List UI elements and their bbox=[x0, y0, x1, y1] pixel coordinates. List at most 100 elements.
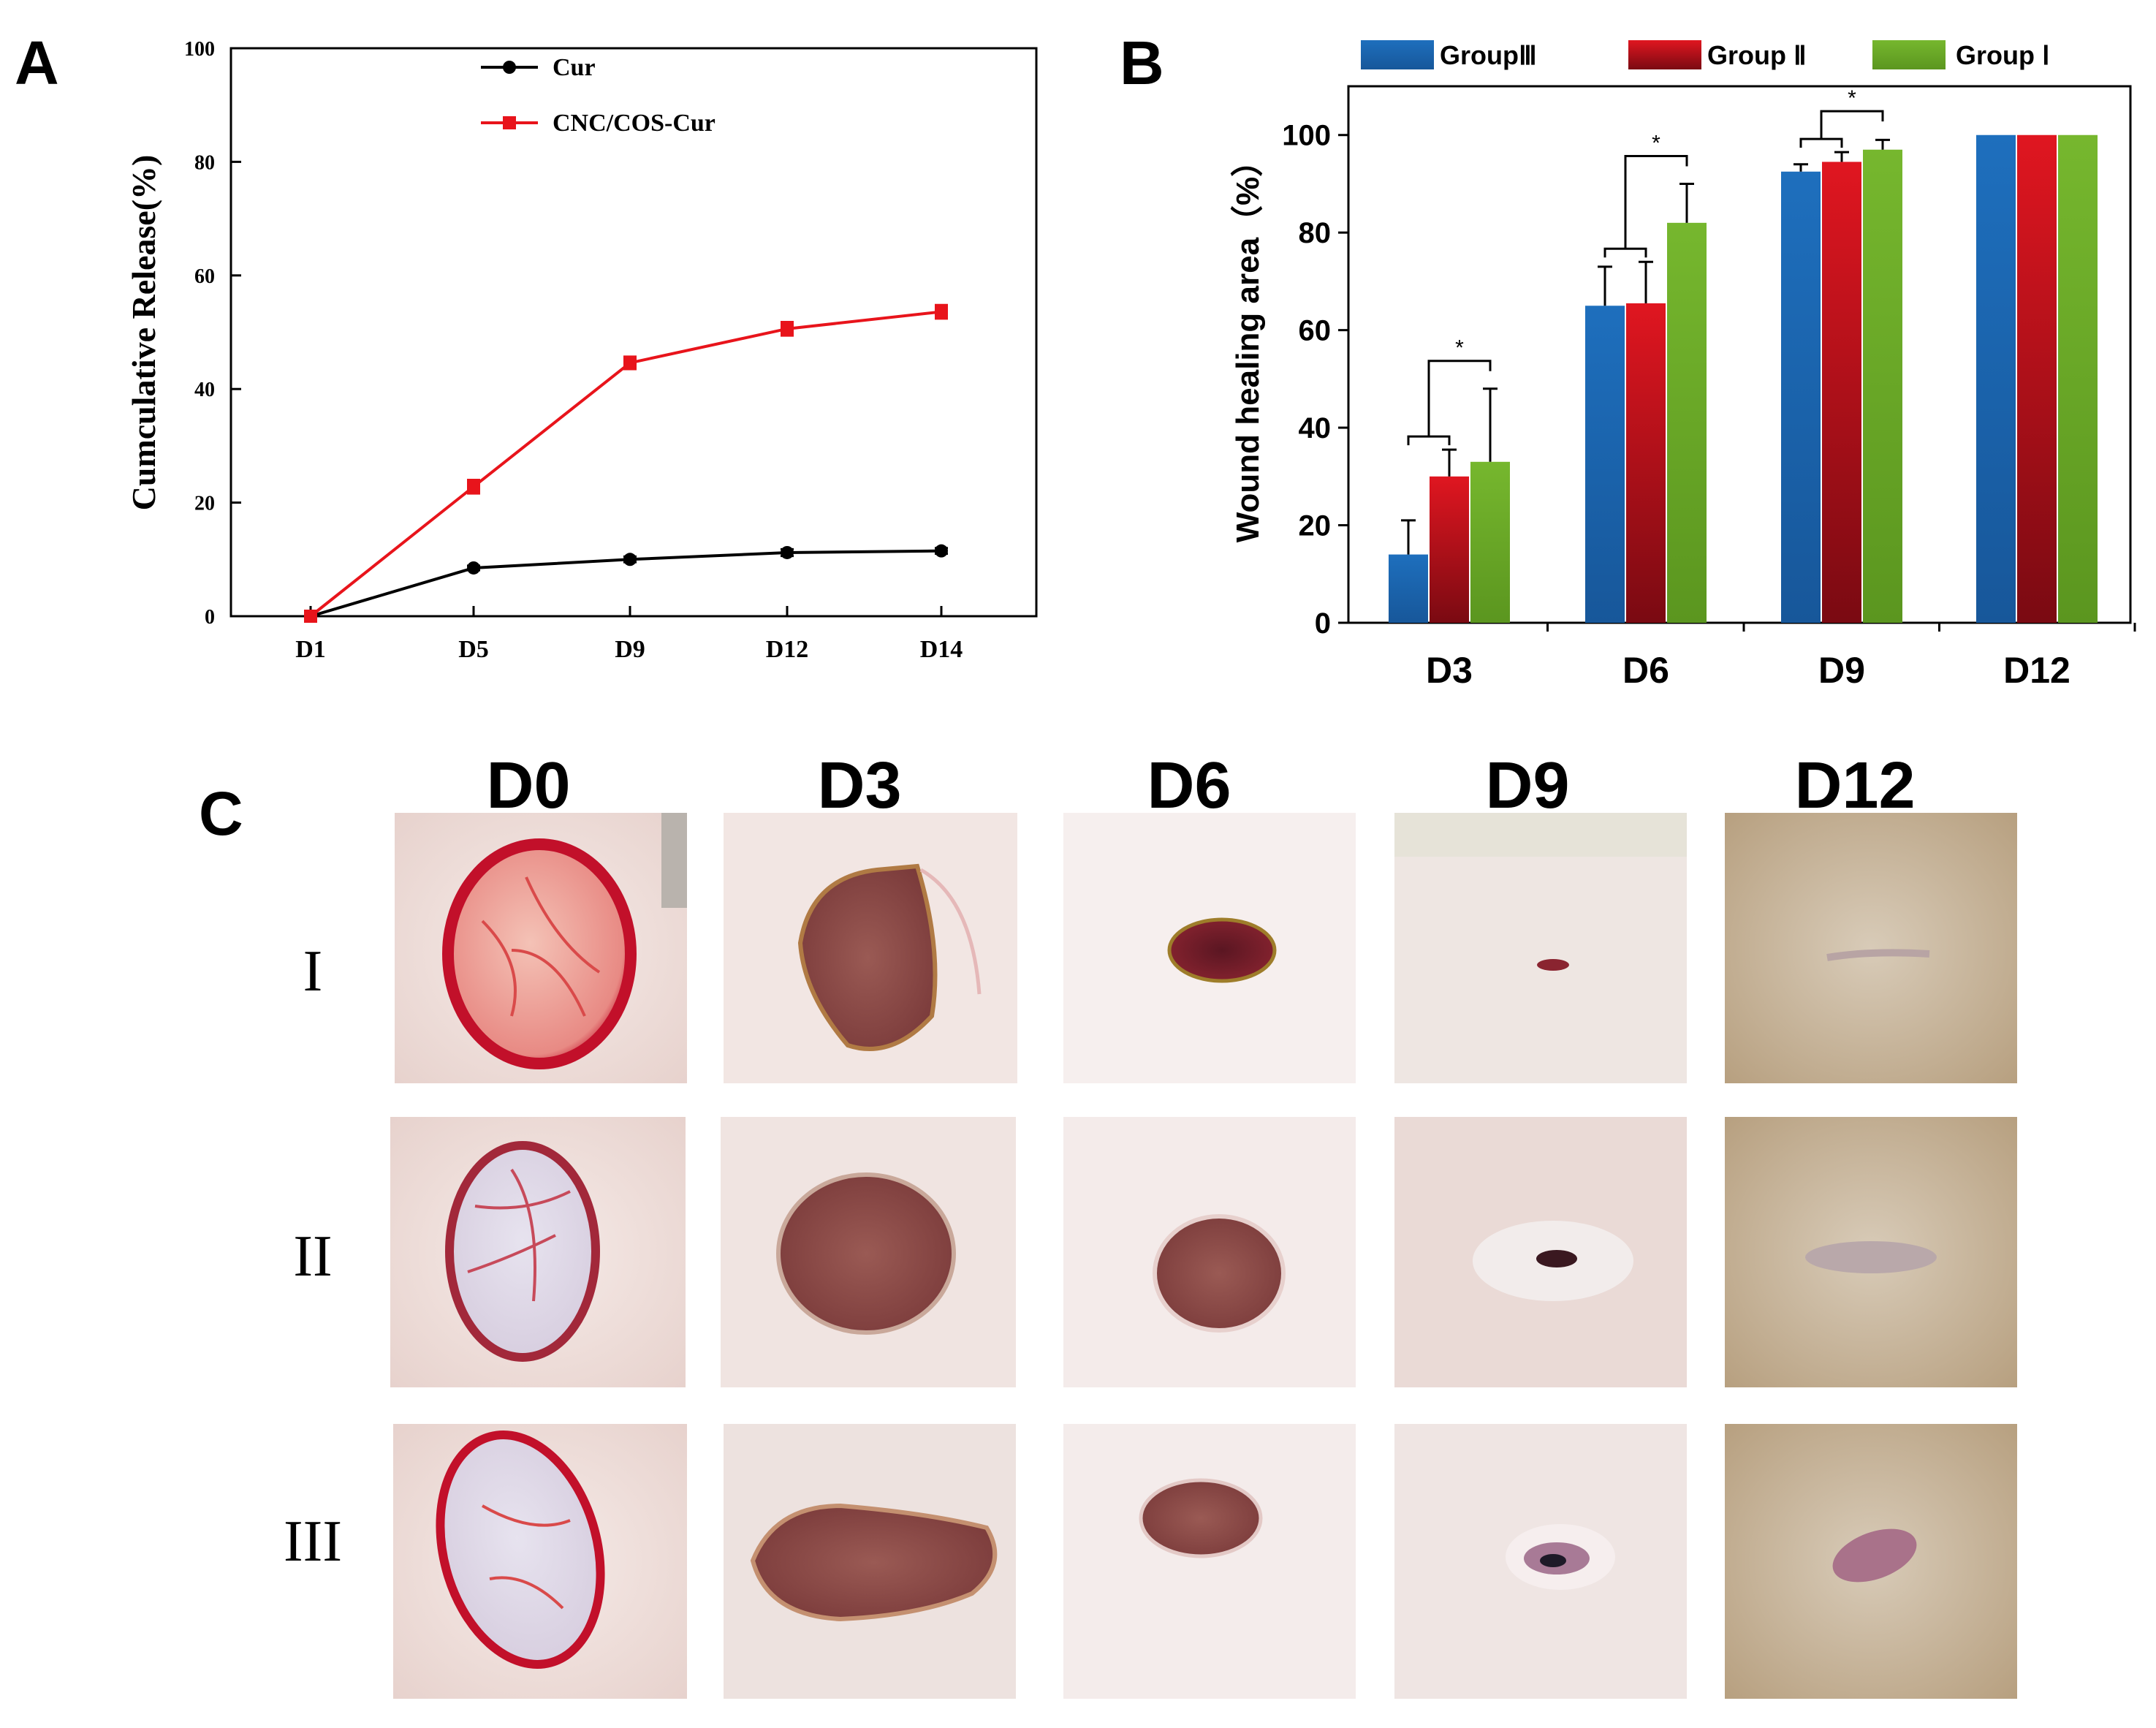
significance-bracket-high bbox=[1820, 110, 1884, 140]
bar-group2-d6 bbox=[1626, 303, 1666, 623]
wound-photo-iii-d6 bbox=[1063, 1424, 1356, 1699]
row-label-1: I bbox=[303, 939, 323, 1004]
bar-group1-d12 bbox=[2058, 134, 2098, 623]
panel-b-y-axis-label: Wound healing area（%） bbox=[1230, 145, 1266, 542]
data-point-cnc-cos-cur bbox=[781, 322, 794, 336]
significance-bracket-low bbox=[1799, 137, 1843, 148]
panel-b-x-ticks: D3 D6 D9 D12 bbox=[1426, 623, 2136, 691]
panel-a-y-axis-label: Cumculative Release(%) bbox=[125, 155, 162, 511]
row-label-3: III bbox=[284, 1509, 342, 1574]
y-tick-label: 0 bbox=[1315, 607, 1331, 640]
photo-row-3 bbox=[393, 1424, 2017, 1699]
bar-group3-d6 bbox=[1585, 306, 1625, 623]
y-tick-label: 20 bbox=[1299, 510, 1332, 542]
wound-photo-iii-d3 bbox=[724, 1424, 1016, 1699]
panel-a-series bbox=[304, 303, 948, 623]
panel-a-plot-frame bbox=[229, 47, 1038, 618]
wound-photo-i-d3 bbox=[724, 813, 1017, 1083]
wound-photo-i-d0 bbox=[395, 813, 687, 1083]
panel-c: C D0 D3 D6 D9 D12 I II III bbox=[199, 749, 2017, 1699]
column-header-d6: D6 bbox=[1147, 749, 1231, 822]
x-tick-label: D9 bbox=[1818, 650, 1865, 691]
legend-label-cnc-cos-cur: CNC/COS-Cur bbox=[553, 110, 715, 137]
panel-a-x-ticks: D1 D5 D9 D12 D14 bbox=[295, 606, 963, 663]
y-tick-label: 100 bbox=[184, 38, 215, 61]
wound-photo-i-d12 bbox=[1725, 813, 2017, 1083]
bar-group2-d3 bbox=[1430, 476, 1469, 623]
photo-row-labels: I II III bbox=[284, 939, 342, 1574]
panel-b-letter: B bbox=[1120, 29, 1164, 97]
row-label-2: II bbox=[293, 1224, 332, 1289]
legend-item-group1: Group Ⅰ bbox=[1872, 40, 2050, 70]
x-tick-label: D12 bbox=[2003, 650, 2070, 691]
legend-label-group1: Group Ⅰ bbox=[1956, 40, 2050, 70]
column-header-d9: D9 bbox=[1485, 749, 1569, 822]
significance-star: * bbox=[1652, 131, 1660, 155]
y-tick-label: 100 bbox=[1282, 120, 1331, 152]
photo-column-headers: D0 D3 D6 D9 D12 bbox=[486, 749, 1915, 822]
y-tick-label: 0 bbox=[205, 606, 215, 629]
data-point-cur bbox=[781, 545, 794, 559]
significance-bracket-high bbox=[1624, 154, 1688, 249]
x-tick-label: D9 bbox=[615, 636, 645, 663]
panel-a-legend: Cur CNC/COS-Cur bbox=[481, 54, 715, 137]
y-tick-label: 80 bbox=[194, 151, 215, 174]
legend-label-cur: Cur bbox=[553, 54, 596, 81]
bar-group2-d12 bbox=[2017, 134, 2057, 623]
bar-group1-d9 bbox=[1863, 149, 1902, 623]
x-tick-label: D5 bbox=[458, 636, 489, 663]
x-tick-label: D1 bbox=[295, 636, 326, 663]
legend-label-group3: GroupⅢ bbox=[1440, 40, 1537, 70]
data-point-cnc-cos-cur bbox=[304, 610, 317, 623]
panel-a: A 0 20 40 60 80 100 D1 D5 D9 D12 D14 Cumculative … bbox=[15, 29, 1038, 663]
column-header-d12: D12 bbox=[1794, 749, 1915, 822]
y-tick-label: 40 bbox=[1299, 412, 1332, 444]
significance-bracket-low bbox=[1407, 435, 1451, 446]
data-point-cur bbox=[467, 561, 480, 575]
data-point-cnc-cos-cur bbox=[935, 305, 948, 319]
x-tick-label: D14 bbox=[920, 636, 963, 663]
data-point-cnc-cos-cur bbox=[467, 480, 480, 493]
wound-photo-ii-d0 bbox=[390, 1117, 686, 1387]
significance-star: * bbox=[1455, 336, 1464, 360]
panel-b-y-ticks: 0 20 40 60 80 100 bbox=[1282, 120, 1348, 640]
photo-row-2 bbox=[390, 1117, 2017, 1387]
bar-group3-d12 bbox=[1976, 134, 2016, 623]
panel-a-letter: A bbox=[15, 29, 59, 97]
legend-label-group2: Group Ⅱ bbox=[1707, 40, 1807, 70]
significance-bracket-high bbox=[1427, 360, 1492, 437]
wound-photo-ii-d3 bbox=[721, 1117, 1016, 1387]
wound-photo-i-d6 bbox=[1063, 813, 1356, 1083]
wound-photo-ii-d6 bbox=[1063, 1117, 1356, 1387]
panel-a-y-ticks: 0 20 40 60 80 100 bbox=[184, 38, 241, 629]
wound-photo-iii-d9 bbox=[1394, 1424, 1687, 1699]
legend-item-group3: GroupⅢ bbox=[1361, 40, 1537, 70]
wound-photo-iii-d12 bbox=[1725, 1424, 2017, 1699]
y-tick-label: 20 bbox=[194, 493, 215, 515]
y-tick-label: 40 bbox=[194, 379, 215, 401]
legend-item-group2: Group Ⅱ bbox=[1628, 40, 1807, 70]
data-point-cur bbox=[935, 544, 948, 558]
panel-c-letter: C bbox=[199, 779, 243, 848]
significance-star: * bbox=[1848, 86, 1856, 110]
y-tick-label: 80 bbox=[1299, 217, 1332, 249]
bar-group1-d3 bbox=[1470, 461, 1510, 623]
x-tick-label: D12 bbox=[766, 636, 809, 663]
bar-group2-d9 bbox=[1822, 162, 1861, 624]
column-header-d3: D3 bbox=[817, 749, 901, 822]
panel-b-legend: GroupⅢ Group Ⅱ Group Ⅰ bbox=[1361, 40, 2050, 70]
panel-b-significance: * * * bbox=[1407, 86, 1884, 446]
data-point-cnc-cos-cur bbox=[623, 356, 637, 370]
bar-group1-d6 bbox=[1667, 222, 1707, 623]
x-tick-label: D6 bbox=[1622, 650, 1669, 691]
panel-b-plot-frame bbox=[1347, 85, 2132, 624]
x-tick-label: D3 bbox=[1426, 650, 1473, 691]
wound-photo-ii-d12 bbox=[1725, 1117, 2017, 1387]
wound-photo-ii-d9 bbox=[1394, 1117, 1687, 1387]
panel-b-bars bbox=[1389, 134, 2098, 624]
photo-row-1 bbox=[395, 813, 2017, 1083]
data-point-cur bbox=[623, 553, 637, 566]
bar-group3-d3 bbox=[1389, 554, 1428, 623]
column-header-d0: D0 bbox=[486, 749, 570, 822]
